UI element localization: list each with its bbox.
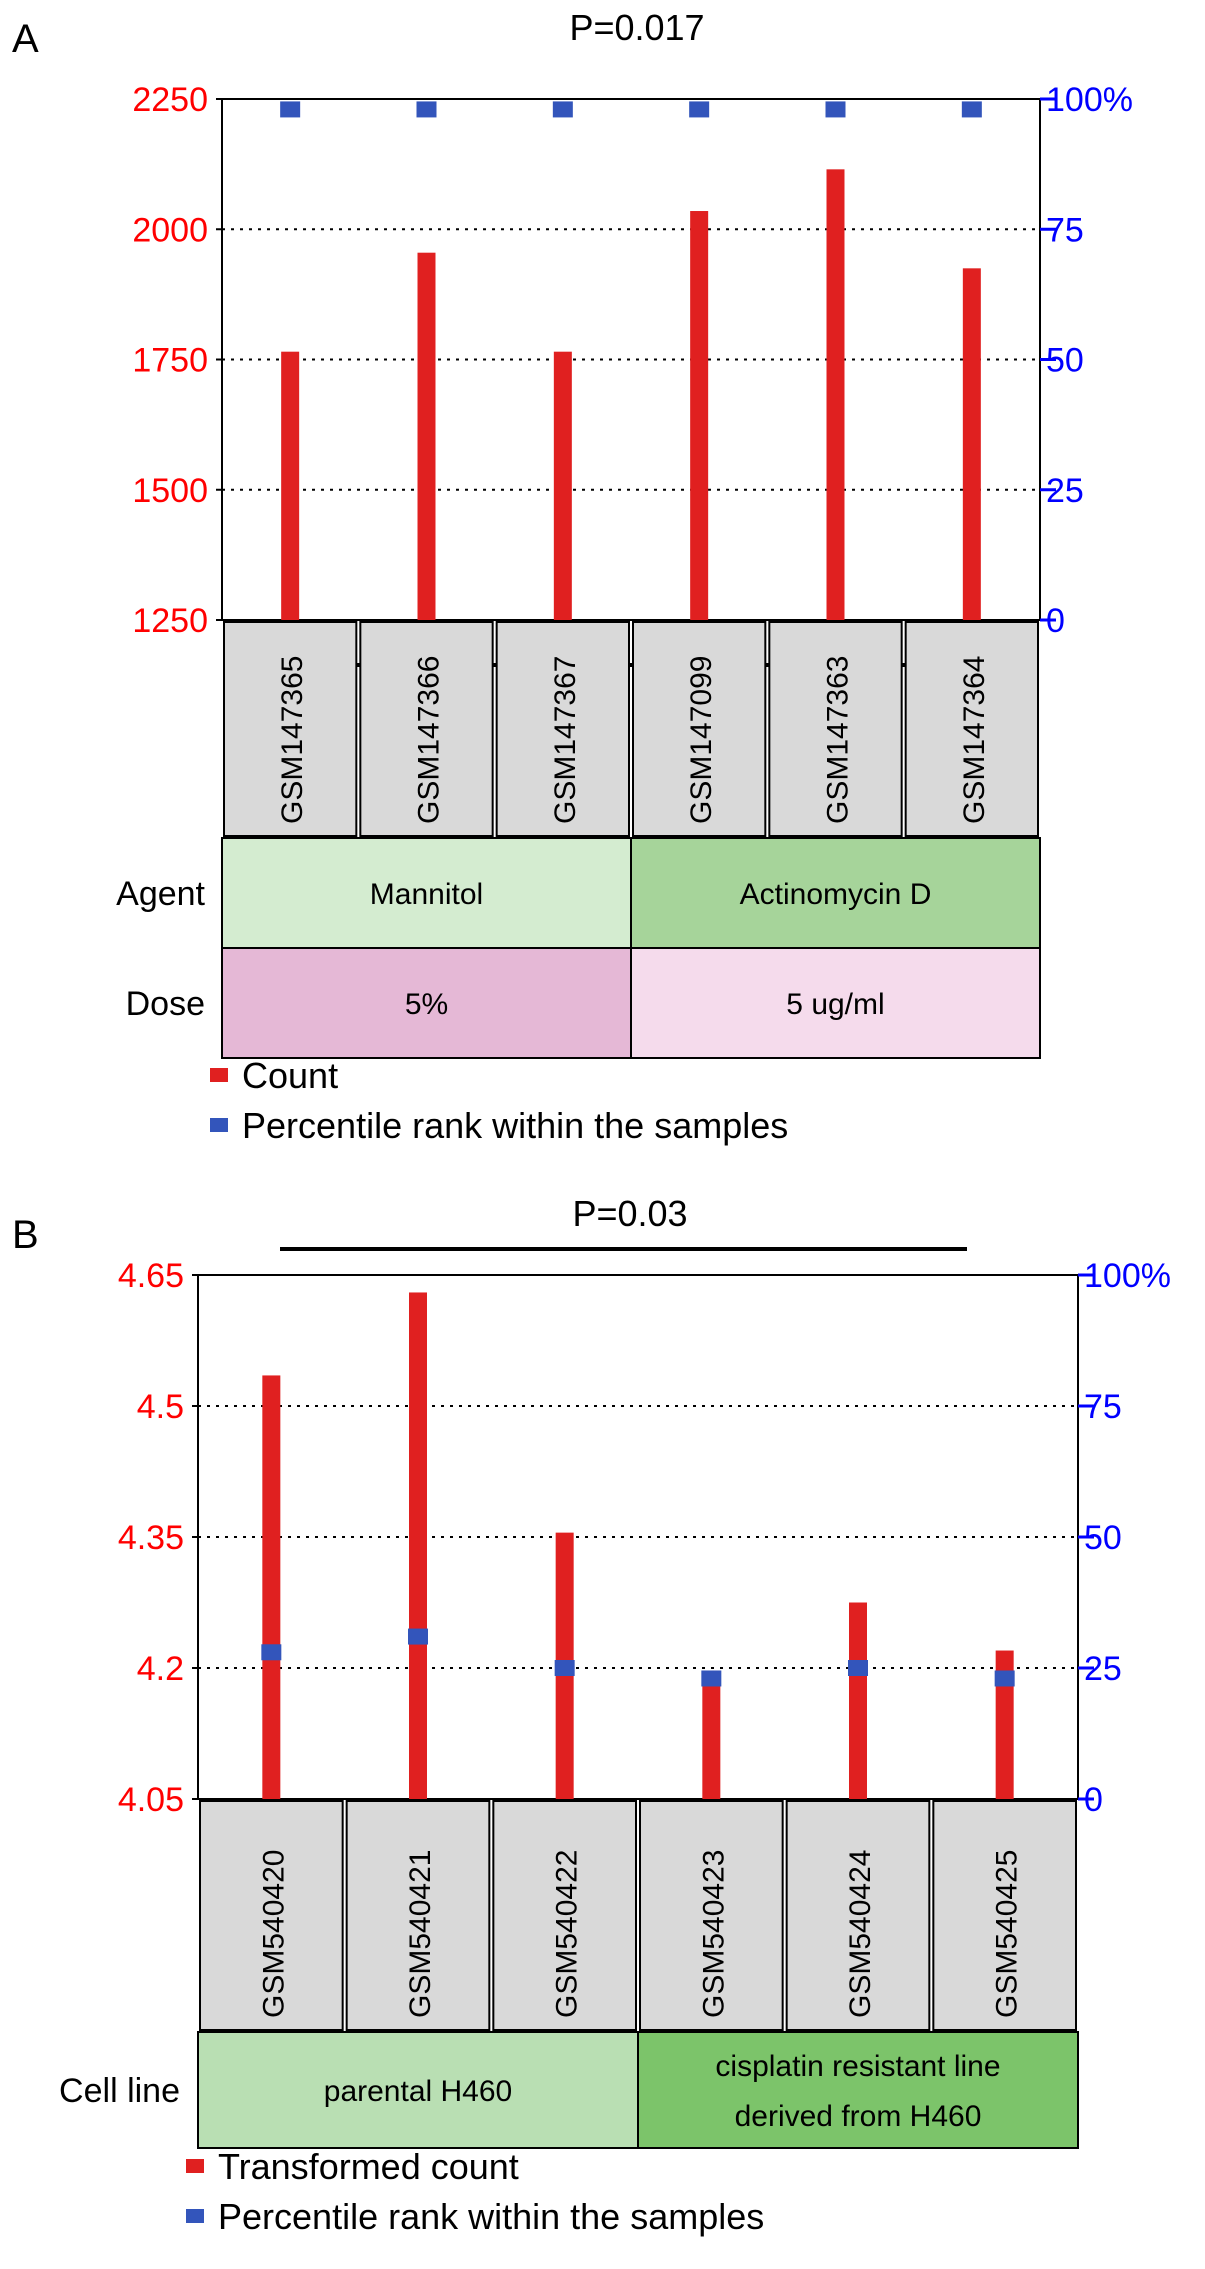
annotation-row-label: Cell line	[59, 2072, 180, 2110]
count-bar	[262, 1375, 281, 1799]
sample-label-box	[932, 1800, 1077, 2031]
annotation-cell	[197, 2031, 639, 2149]
sample-label: GSM540423	[697, 1850, 730, 2018]
right-tick-label: 100%	[1084, 1257, 1171, 1295]
percentile-marker	[961, 101, 982, 118]
count-bar	[553, 351, 572, 620]
left-tick-label: 4.65	[118, 1257, 184, 1295]
percentile-marker	[994, 1670, 1015, 1687]
legend-swatch	[210, 1068, 228, 1082]
annotation-cell	[630, 837, 1041, 949]
percentile-marker	[825, 101, 846, 118]
count-bar	[417, 252, 436, 620]
percentile-marker	[552, 101, 573, 118]
p-value-label: P=0.03	[572, 1193, 687, 1234]
percentile-marker	[280, 101, 301, 118]
annotation-cell-text: derived from H460	[735, 2100, 982, 2133]
annotation-cell-text: Mannitol	[370, 878, 483, 911]
legend-label: Transformed count	[218, 2146, 519, 2187]
sample-label-box	[359, 621, 494, 837]
chart-panel-a: A P=0.017 2250 100% 2000 75 1750 50 1500 25 1250 0 G…	[12, 7, 1133, 1146]
panel-label: A	[12, 17, 39, 61]
left-tick-label: 2000	[132, 211, 208, 249]
left-tick-label: 2250	[132, 81, 208, 119]
count-bar	[849, 1602, 867, 1799]
panel-label: B	[12, 1213, 39, 1257]
sample-label: GSM147367	[549, 656, 582, 824]
percentile-marker	[701, 1670, 722, 1687]
right-tick-label: 50	[1084, 1519, 1122, 1557]
count-bar	[995, 1650, 1014, 1799]
annotation-cell-text: Actinomycin D	[740, 878, 932, 911]
percentile-marker	[408, 1628, 428, 1645]
sample-label: GSM147099	[685, 656, 718, 824]
count-bar	[826, 169, 845, 620]
right-tick-label: 75	[1046, 211, 1084, 249]
annotation-cell-text: parental H460	[324, 2075, 512, 2108]
legend-label: Percentile rank within the samples	[242, 1105, 788, 1146]
count-bar	[409, 1292, 427, 1799]
left-tick-label: 4.05	[118, 1781, 184, 1819]
sample-label-box	[768, 621, 903, 837]
count-bar	[690, 211, 709, 620]
percentile-marker	[416, 101, 437, 118]
percentile-marker	[554, 1660, 575, 1676]
sample-label-box	[223, 621, 358, 837]
sample-label: GSM147363	[822, 656, 855, 824]
sample-label-box	[495, 621, 630, 837]
sample-label-box	[345, 1800, 491, 2031]
annotation-row-label: Agent	[116, 875, 205, 913]
annotation-cell	[221, 947, 632, 1059]
legend-swatch	[186, 2209, 204, 2223]
sample-label-box	[632, 621, 767, 837]
sample-label-box	[785, 1800, 931, 2031]
right-tick-label: 75	[1084, 1388, 1122, 1426]
annotation-row-label: Dose	[126, 985, 205, 1023]
right-tick-label: 100%	[1046, 81, 1133, 119]
percentile-marker	[848, 1660, 868, 1676]
sample-label: GSM540422	[551, 1850, 584, 2018]
left-tick-label: 1750	[132, 342, 208, 380]
annotation-cell	[630, 947, 1041, 1059]
annotation-cell	[221, 837, 632, 949]
right-tick-label: 0	[1084, 1781, 1103, 1819]
count-bar	[281, 351, 300, 620]
sample-label: GSM147365	[276, 656, 309, 824]
left-tick-label: 1500	[132, 472, 208, 510]
sample-label: GSM540425	[991, 1850, 1024, 2018]
sample-label: GSM540421	[404, 1850, 437, 2018]
sample-label: GSM147364	[958, 656, 991, 824]
percentile-marker	[689, 101, 710, 118]
count-bar	[702, 1676, 721, 1799]
right-tick-label: 50	[1046, 342, 1084, 380]
right-tick-label: 25	[1046, 472, 1084, 510]
annotation-cell	[637, 2031, 1079, 2149]
annotation-cell-text: 5 ug/ml	[786, 988, 884, 1021]
legend-swatch	[186, 2159, 204, 2173]
percentile-marker	[261, 1644, 282, 1661]
legend-label: Percentile rank within the samples	[218, 2196, 764, 2237]
left-tick-label: 4.2	[137, 1650, 184, 1688]
right-tick-label: 25	[1084, 1650, 1122, 1688]
sample-label-box	[904, 621, 1040, 837]
sample-label-box	[639, 1800, 784, 2031]
sample-label: GSM147366	[413, 656, 446, 824]
legend-swatch	[210, 1118, 228, 1132]
sample-label-box	[492, 1800, 638, 2031]
chart-panel-b: B P=0.03 4.65 100% 4.5 75 4.35 50 4.2 25 4.05 0 GSM5…	[12, 1193, 1171, 2237]
right-tick-label: 0	[1046, 602, 1065, 640]
count-bar	[962, 268, 981, 620]
left-tick-label: 4.5	[137, 1388, 184, 1426]
annotation-cell-text: 5%	[405, 988, 448, 1021]
sample-label-box	[199, 1800, 344, 2031]
legend-label: Count	[242, 1055, 338, 1096]
left-tick-label: 1250	[132, 602, 208, 640]
annotation-cell-text: cisplatin resistant line	[715, 2050, 1000, 2083]
sample-label: GSM540424	[844, 1850, 877, 2018]
left-tick-label: 4.35	[118, 1519, 184, 1557]
p-value-label: P=0.017	[569, 7, 704, 48]
sample-label: GSM540420	[257, 1850, 290, 2018]
